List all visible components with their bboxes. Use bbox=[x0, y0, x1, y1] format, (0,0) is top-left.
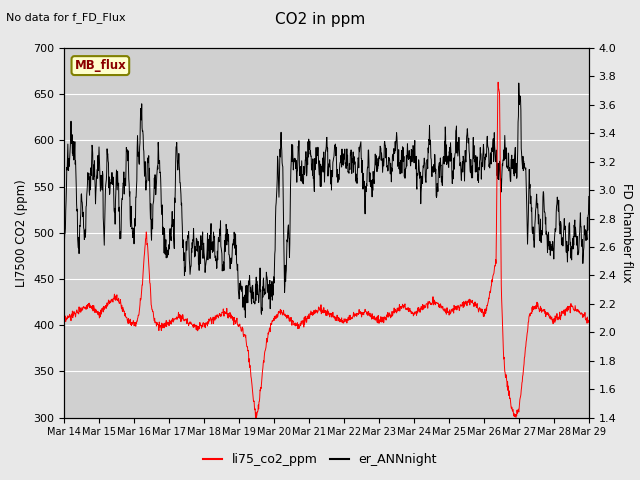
Y-axis label: LI7500 CO2 (ppm): LI7500 CO2 (ppm) bbox=[15, 179, 28, 287]
Text: CO2 in ppm: CO2 in ppm bbox=[275, 12, 365, 27]
Legend: li75_co2_ppm, er_ANNnight: li75_co2_ppm, er_ANNnight bbox=[198, 448, 442, 471]
Text: No data for f_FD_Flux: No data for f_FD_Flux bbox=[6, 12, 126, 23]
Y-axis label: FD Chamber flux: FD Chamber flux bbox=[620, 183, 633, 283]
Text: MB_flux: MB_flux bbox=[74, 59, 126, 72]
